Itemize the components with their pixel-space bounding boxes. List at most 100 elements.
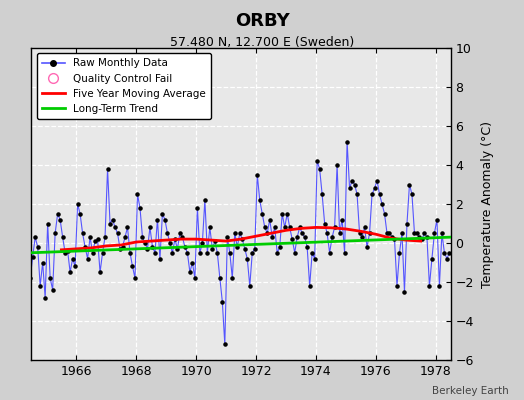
Point [423, 234, 431, 240]
Point [205, 224, 214, 230]
Point [331, 224, 339, 230]
Point [128, 263, 137, 270]
Point [73, 201, 82, 207]
Point [24, 238, 32, 244]
Point [405, 181, 413, 188]
Point [101, 234, 109, 240]
Point [188, 259, 196, 266]
Point [246, 283, 254, 289]
Point [370, 185, 379, 192]
Point [305, 283, 314, 289]
Point [216, 275, 224, 281]
Point [388, 234, 396, 240]
Point [438, 230, 446, 236]
Point [408, 191, 416, 198]
Point [59, 234, 67, 240]
Point [181, 244, 189, 250]
Point [313, 158, 321, 164]
Point [398, 230, 406, 236]
Point [28, 254, 37, 260]
Point [93, 236, 102, 242]
Point [278, 210, 287, 217]
Point [76, 210, 84, 217]
Point [433, 216, 441, 223]
Point [321, 220, 329, 227]
Point [231, 230, 239, 236]
Point [36, 283, 45, 289]
Point [34, 244, 42, 250]
Point [236, 230, 244, 236]
Point [343, 138, 351, 145]
Point [328, 234, 336, 240]
Point [335, 230, 344, 236]
Point [41, 294, 49, 301]
Point [26, 275, 35, 281]
Point [111, 224, 119, 230]
Point [310, 255, 319, 262]
Point [195, 250, 204, 256]
Point [273, 250, 281, 256]
Point [410, 230, 419, 236]
Point [447, 250, 456, 256]
Point [413, 230, 421, 236]
Text: ORBY: ORBY [235, 12, 289, 30]
Point [211, 238, 219, 244]
Point [126, 250, 134, 256]
Point [435, 283, 444, 289]
Point [156, 255, 164, 262]
Point [218, 298, 226, 305]
Point [385, 230, 394, 236]
Point [308, 250, 316, 256]
Point [270, 224, 279, 230]
Point [276, 244, 284, 250]
Point [333, 162, 341, 168]
Point [383, 230, 391, 236]
Point [323, 230, 331, 236]
Point [116, 246, 124, 252]
Point [151, 250, 159, 256]
Point [243, 255, 252, 262]
Point [263, 230, 271, 236]
Point [241, 246, 249, 252]
Point [403, 220, 411, 227]
Point [123, 224, 132, 230]
Point [325, 250, 334, 256]
Point [300, 234, 309, 240]
Point [213, 250, 222, 256]
Point [221, 341, 229, 348]
Point [86, 234, 94, 240]
Point [266, 216, 274, 223]
Point [71, 263, 79, 270]
Point [400, 288, 409, 295]
Point [21, 240, 29, 246]
Point [361, 224, 369, 230]
Point [223, 234, 232, 240]
Legend: Raw Monthly Data, Quality Control Fail, Five Year Moving Average, Long-Term Tren: Raw Monthly Data, Quality Control Fail, … [37, 53, 211, 119]
Point [290, 250, 299, 256]
Point [38, 259, 47, 266]
Point [286, 224, 294, 230]
Point [355, 230, 364, 236]
Point [176, 230, 184, 236]
Point [368, 191, 376, 198]
Point [445, 250, 454, 256]
Point [193, 205, 202, 211]
Point [393, 283, 401, 289]
Point [348, 178, 356, 184]
Point [113, 230, 122, 236]
Point [158, 210, 167, 217]
Point [260, 224, 269, 230]
Text: Berkeley Earth: Berkeley Earth [432, 386, 508, 396]
Point [79, 230, 87, 236]
Point [118, 244, 127, 250]
Point [280, 224, 289, 230]
Point [248, 250, 256, 256]
Point [365, 230, 374, 236]
Point [46, 275, 54, 281]
Point [166, 240, 174, 246]
Point [253, 172, 261, 178]
Point [185, 269, 194, 276]
Point [81, 244, 89, 250]
Point [161, 216, 169, 223]
Point [250, 246, 259, 252]
